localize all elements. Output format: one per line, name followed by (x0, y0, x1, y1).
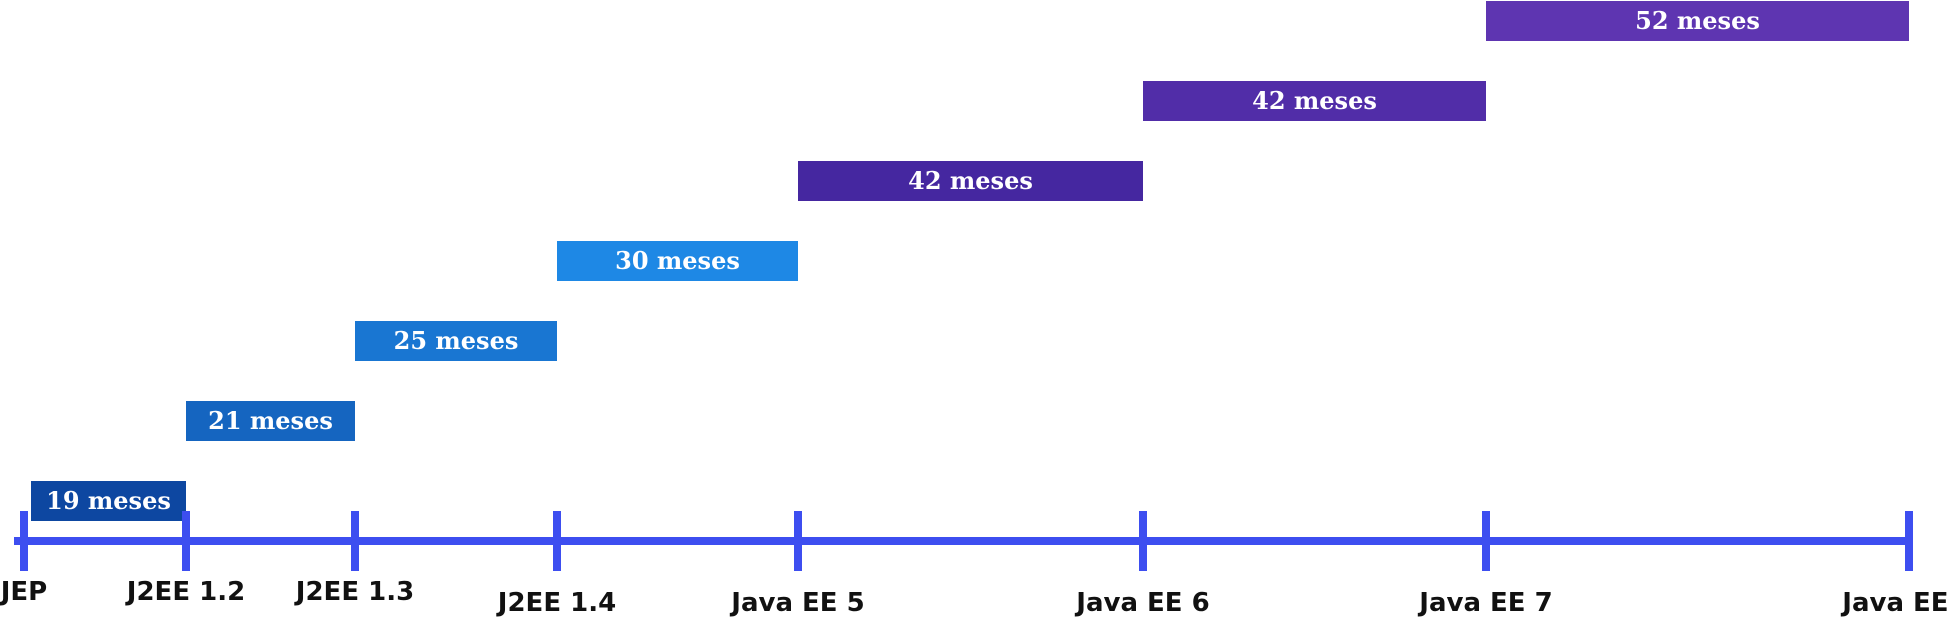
duration-bars: 19 meses 21 meses 25 meses 30 meses 42 meses… (31, 1, 1909, 521)
release-label: J2EE 1.3 (294, 577, 414, 607)
duration-bar (186, 401, 355, 441)
duration-label: 19 meses (46, 486, 171, 515)
duration-bar (31, 481, 186, 521)
release-label: Java EE 6 (1074, 588, 1209, 618)
release-label: Java EE 8 (1840, 588, 1957, 618)
duration-label: 21 meses (208, 406, 333, 435)
duration-label: 42 meses (1252, 86, 1377, 115)
release-label: JEP (0, 577, 47, 607)
release-label: Java EE 7 (1417, 588, 1552, 618)
duration-label: 42 meses (908, 166, 1033, 195)
timeline-axis: JEP J2EE 1.2 J2EE 1.3 J2EE 1.4 Java EE 5 Java… (0, 511, 1957, 618)
duration-bar (1143, 81, 1486, 121)
duration-label: 25 meses (394, 326, 519, 355)
duration-bar (557, 241, 798, 281)
duration-label: 52 meses (1635, 6, 1760, 35)
duration-bar (355, 321, 557, 361)
release-label: J2EE 1.2 (125, 577, 245, 607)
release-label: Java EE 5 (729, 588, 864, 618)
release-label: J2EE 1.4 (496, 588, 616, 618)
duration-bar (798, 161, 1143, 201)
duration-bar (1486, 1, 1909, 41)
duration-label: 30 meses (615, 246, 740, 275)
